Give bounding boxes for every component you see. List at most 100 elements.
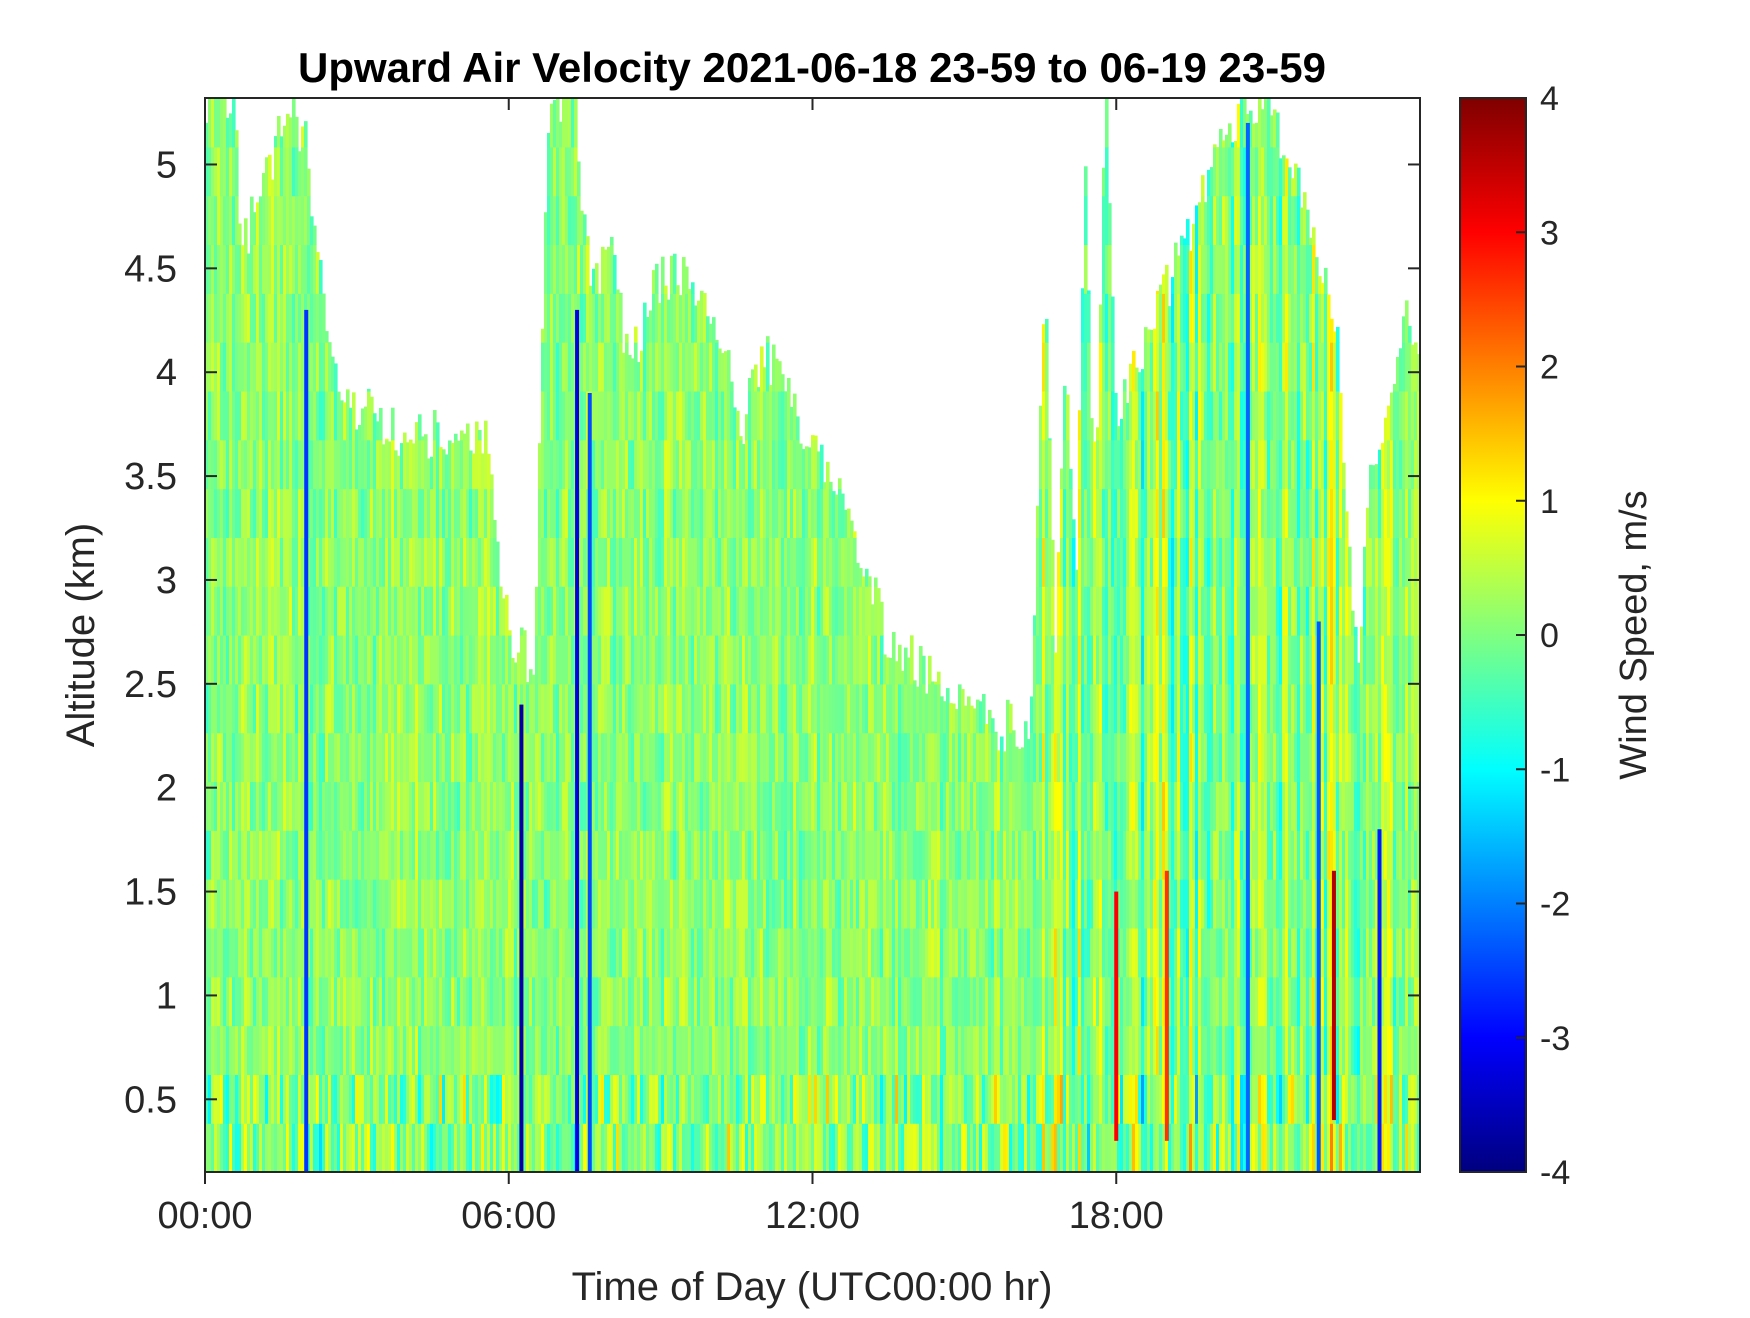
heatmap-cell [1120,781,1124,831]
heatmap-cell [544,879,548,929]
heatmap-cell [223,390,227,441]
heatmap-cell [382,830,386,880]
heatmap-cell [850,1074,854,1124]
heatmap-cell [778,537,782,587]
heatmap-cell [1111,390,1115,441]
heatmap-cell [748,1074,752,1124]
heatmap-cell [469,927,473,978]
heatmap-cell [295,293,299,343]
heatmap-cell [715,683,719,734]
heatmap-cell [526,927,530,978]
heatmap-cell [1129,390,1133,441]
heatmap-cell [877,927,881,978]
heatmap-cell [274,927,278,978]
heatmap-cell [1117,879,1121,929]
heatmap-cell [691,879,695,929]
heatmap-cell [1132,439,1136,490]
heatmap-cell [514,1074,518,1124]
heatmap-cell [1036,505,1040,538]
heatmap-cell [1138,1123,1142,1172]
heatmap-cell [523,635,527,685]
heatmap-cell [1027,781,1031,831]
heatmap-cell [280,1123,284,1172]
heatmap-cell [787,377,791,392]
heatmap-cell [244,1025,248,1075]
heatmap-cell [229,1123,233,1172]
heatmap-cell [610,342,614,392]
heatmap-cell [979,1025,983,1075]
heatmap-cell [841,830,845,880]
heatmap-cell [619,439,623,490]
heatmap-cell [1069,732,1073,783]
heatmap-cell [538,1025,542,1075]
heatmap-cell [346,635,350,685]
heatmap-cell [490,586,494,636]
heatmap-cell [745,635,749,685]
heatmap-cell [310,976,314,1027]
heatmap-cell [847,927,851,978]
heatmap-cell [325,683,329,734]
heatmap-cell [265,488,269,538]
heatmap-cell [712,976,716,1027]
heatmap-cell [532,879,536,929]
heatmap-cell [490,1123,494,1172]
heatmap-cell [403,1074,407,1124]
heatmap-cell [838,879,842,929]
heatmap-cell [1045,927,1049,978]
heatmap-cell [385,1123,389,1172]
heatmap-cell [364,879,368,929]
heatmap-cell [826,830,830,880]
heatmap-cell [1072,1025,1076,1075]
heatmap-cell [709,683,713,734]
heatmap-cell [646,342,650,392]
heatmap-cell [328,976,332,1027]
heatmap-cell [619,1025,623,1075]
heatmap-cell [610,1123,614,1172]
heatmap-cell [646,781,650,831]
heatmap-cell [745,488,749,538]
heatmap-cell [1081,732,1085,783]
heatmap-cell [223,976,227,1027]
heatmap-cell [556,732,560,783]
heatmap-cell [928,781,932,831]
heatmap-cell [484,1074,488,1124]
heatmap-cell [994,732,998,783]
heatmap-cell [238,342,242,392]
heatmap-cell [658,781,662,831]
heatmap-cell [361,976,365,1027]
heatmap-cell [379,976,383,1027]
heatmap-cell [532,927,536,978]
heatmap-cell [661,342,665,392]
heatmap-cell [808,586,812,636]
heatmap-cell [1105,683,1109,734]
heatmap-cell [373,781,377,831]
heatmap-cell [655,830,659,880]
heatmap-cell [748,635,752,685]
heatmap-cell [208,195,212,246]
heatmap-cell [1126,586,1130,636]
heatmap-cell [745,1123,749,1172]
heatmap-cell [895,732,899,783]
heatmap-cell [310,342,314,392]
heatmap-cell [562,1074,566,1124]
heatmap-cell [475,1025,479,1075]
heatmap-cell [811,683,815,734]
heatmap-cell [220,537,224,587]
heatmap-cell [583,927,587,978]
heatmap-cell [439,879,443,929]
heatmap-cell [367,537,371,587]
heatmap-cell [1087,781,1091,831]
heatmap-cell [448,683,452,734]
heatmap-cell [1090,1074,1094,1124]
heatmap-cell [940,927,944,978]
heatmap-cell [868,635,872,685]
heatmap-cell [847,732,851,783]
heatmap-cell [478,488,482,538]
heatmap-cell [292,488,296,538]
heatmap-cell [487,830,491,880]
heatmap-cell [1063,390,1067,441]
heatmap-cell [286,1123,290,1172]
heatmap-cell [1135,927,1139,978]
heatmap-cell [1036,635,1040,685]
heatmap-cell [646,537,650,587]
